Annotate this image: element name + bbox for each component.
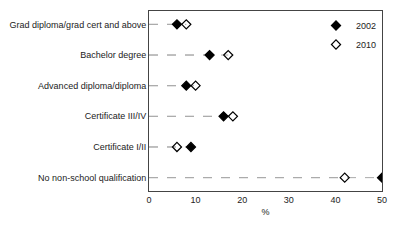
svg-text:2010: 2010 bbox=[356, 40, 376, 50]
svg-text:2002: 2002 bbox=[356, 21, 376, 31]
svg-text:Grad diploma/grad cert and abo: Grad diploma/grad cert and above bbox=[10, 20, 147, 30]
svg-text:40: 40 bbox=[330, 195, 340, 205]
svg-text:%: % bbox=[261, 207, 269, 217]
svg-text:50: 50 bbox=[377, 195, 387, 205]
svg-text:0: 0 bbox=[146, 195, 151, 205]
svg-text:20: 20 bbox=[237, 195, 247, 205]
svg-text:Advanced diploma/diploma: Advanced diploma/diploma bbox=[38, 81, 146, 91]
svg-text:Certificate I/II: Certificate I/II bbox=[93, 142, 146, 152]
svg-text:Certificate III/IV: Certificate III/IV bbox=[85, 111, 147, 121]
svg-text:10: 10 bbox=[191, 195, 201, 205]
svg-text:Bachelor degree: Bachelor degree bbox=[80, 50, 146, 60]
svg-text:No non-school qualification: No non-school qualification bbox=[38, 173, 146, 183]
svg-text:30: 30 bbox=[284, 195, 294, 205]
